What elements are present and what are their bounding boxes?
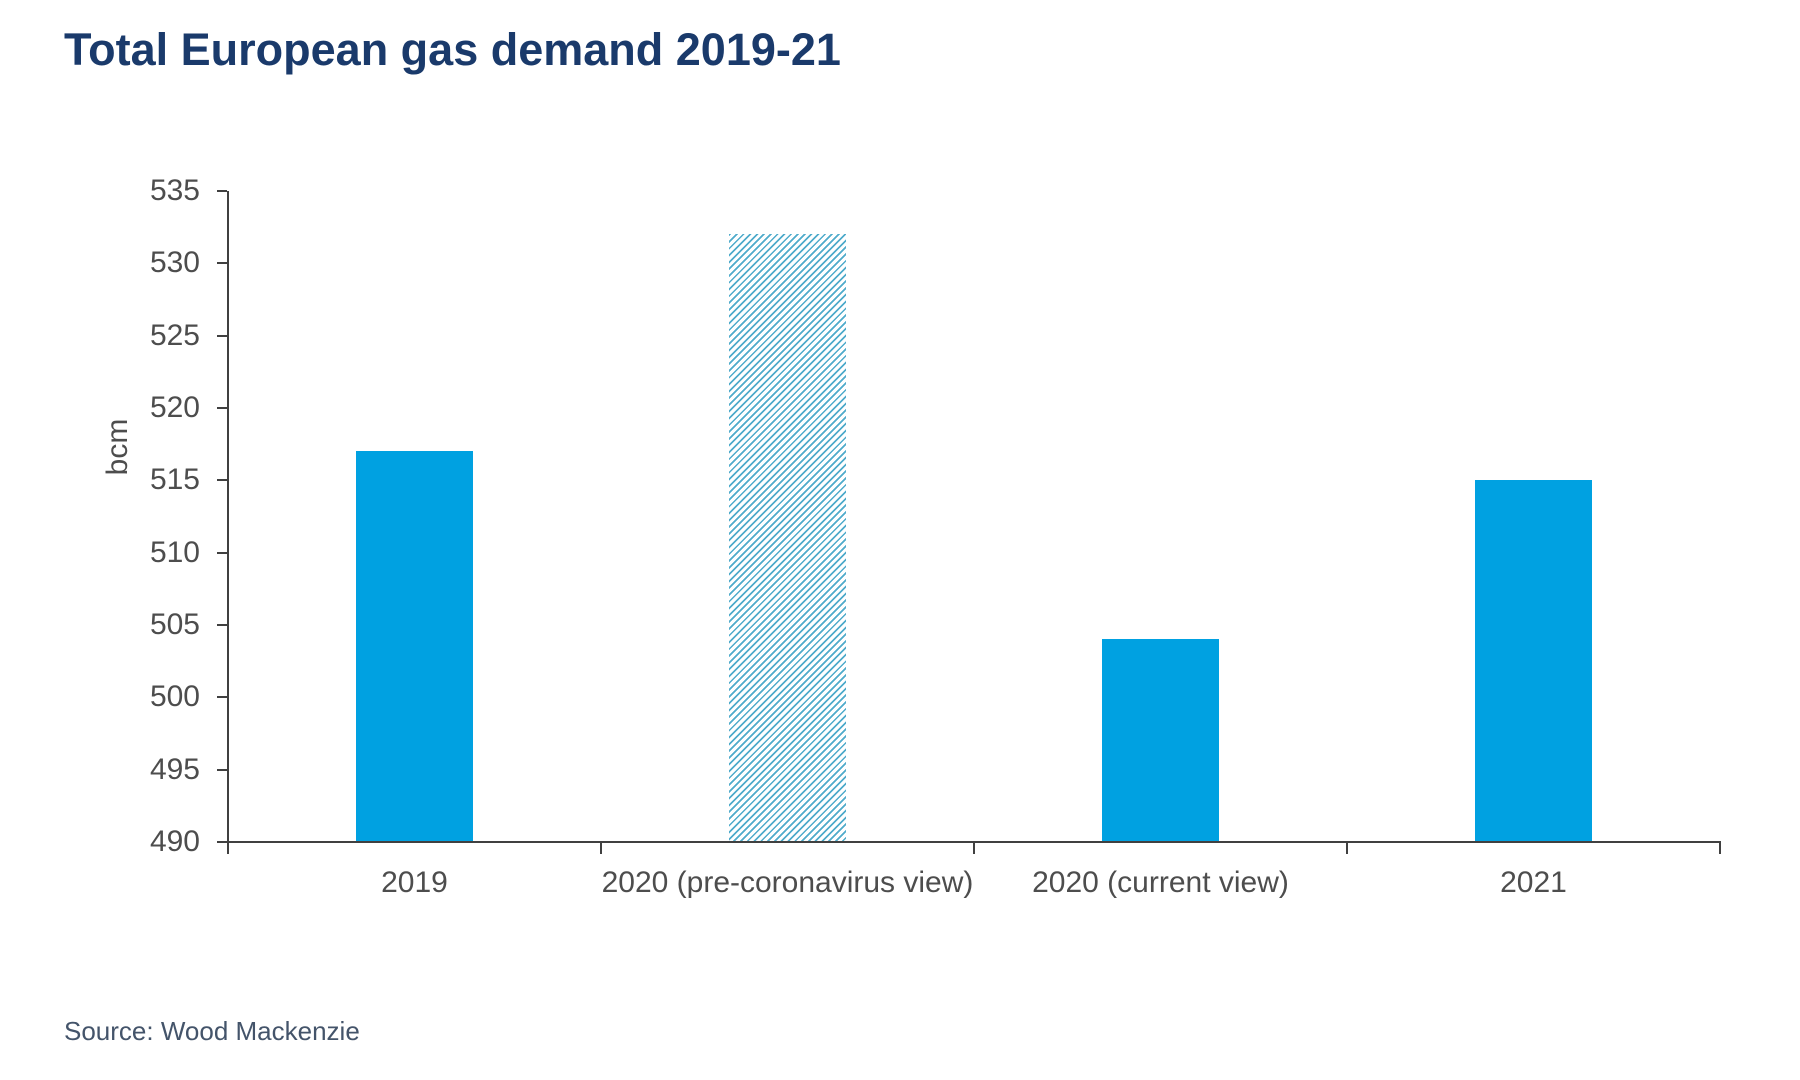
x-category-label: 2020 (pre-coronavirus view) [601,866,974,899]
y-axis-line [227,191,229,842]
y-tick-label: 515 [149,463,200,497]
y-axis-title: bcm [101,418,134,476]
x-tick-mark [600,842,602,854]
y-tick-label: 500 [149,680,200,714]
y-tick-label: 490 [149,825,200,858]
x-tick-mark [227,842,229,854]
source-note: Source: Wood Mackenzie [64,1016,360,1046]
bar-2019 [356,451,473,842]
y-tick-label: 505 [149,608,200,641]
y-tick-mark [217,262,227,265]
y-tick-mark [217,768,227,771]
x-tick-mark [973,842,975,854]
y-tick-label: 510 [149,535,200,569]
bar-2020-pre-coronavirus-view [729,234,846,842]
y-tick-mark [217,479,227,482]
y-tick-mark [217,551,227,554]
x-category-label: 2020 (current view) [1032,866,1289,899]
y-tick-mark [217,841,227,843]
bar-2021 [1475,480,1592,842]
bar-2020-current-view [1102,639,1219,842]
y-tick-mark [217,696,227,699]
y-tick-mark [217,624,227,626]
x-tick-mark [1346,842,1348,854]
y-tick-label: 535 [149,174,200,207]
y-tick-mark [217,190,227,192]
y-tick-label: 530 [149,246,200,280]
x-category-label: 2021 [1500,866,1567,899]
y-tick-label: 525 [149,318,200,352]
x-tick-mark [1719,842,1721,854]
y-tick-mark [217,334,227,337]
chart-title: Total European gas demand 2019-21 [64,24,841,75]
y-tick-label: 520 [149,391,200,424]
x-category-label: 2019 [381,866,448,899]
y-tick-mark [217,407,227,409]
y-tick-label: 495 [149,752,200,786]
